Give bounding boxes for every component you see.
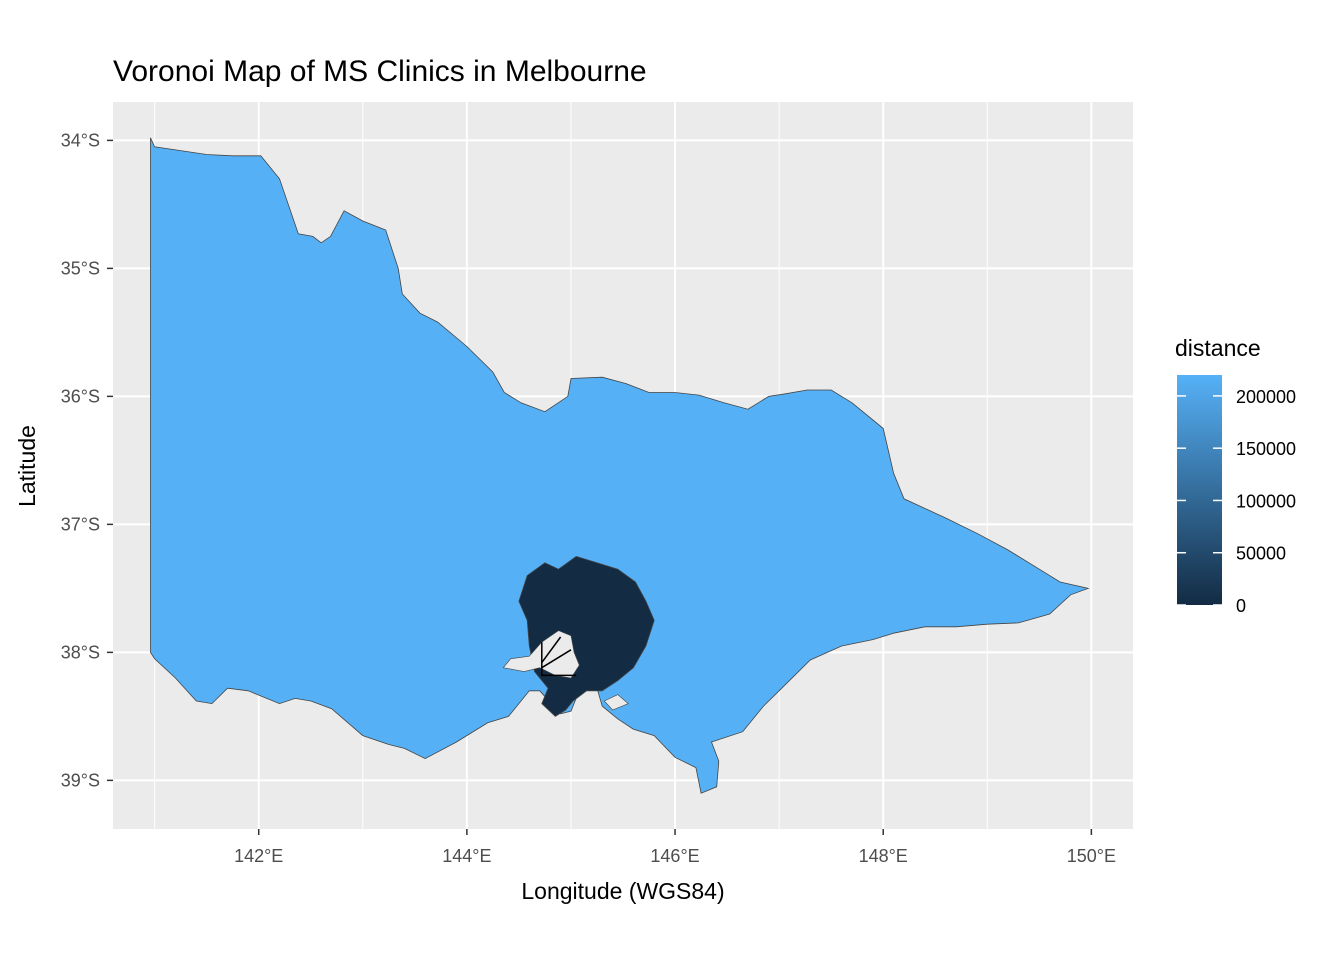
y-tick-label: 38°S bbox=[61, 642, 100, 662]
y-tick-label: 36°S bbox=[61, 386, 100, 406]
legend-break-label: 0 bbox=[1236, 596, 1246, 616]
x-tick-label: 148°E bbox=[859, 846, 908, 866]
y-tick-label: 37°S bbox=[61, 514, 100, 534]
y-tick-label: 34°S bbox=[61, 130, 100, 150]
voronoi-boundary bbox=[541, 636, 562, 664]
voronoi-boundary bbox=[541, 649, 572, 669]
legend-title: distance bbox=[1175, 335, 1261, 361]
voronoi-boundary bbox=[541, 642, 577, 677]
x-axis-ticks: 142°E 144°E 146°E 148°E 150°E bbox=[234, 829, 1116, 866]
x-axis-title: Longitude (WGS84) bbox=[521, 878, 724, 904]
legend-break-label: 200000 bbox=[1236, 387, 1296, 407]
y-tick-label: 35°S bbox=[61, 258, 100, 278]
voronoi-region bbox=[518, 555, 655, 717]
chart-title: Voronoi Map of MS Clinics in Melbourne bbox=[113, 55, 647, 88]
bay-water bbox=[603, 694, 629, 711]
x-tick-label: 144°E bbox=[442, 846, 491, 866]
voronoi-region bbox=[150, 137, 1090, 794]
legend-break-label: 50000 bbox=[1236, 544, 1286, 564]
legend: distance 200000 150000 100000 50000 0 bbox=[1175, 335, 1296, 616]
map-layer bbox=[150, 137, 1090, 794]
x-tick-label: 146°E bbox=[650, 846, 699, 866]
legend-break-label: 150000 bbox=[1236, 439, 1296, 459]
x-tick-label: 142°E bbox=[234, 846, 283, 866]
x-tick-label: 150°E bbox=[1067, 846, 1116, 866]
y-axis-title: Latitude bbox=[14, 425, 40, 507]
legend-colorbar bbox=[1177, 375, 1222, 605]
y-tick-label: 39°S bbox=[61, 770, 100, 790]
legend-break-label: 100000 bbox=[1236, 491, 1296, 511]
y-axis-ticks: 34°S 35°S 36°S 37°S 38°S 39°S bbox=[61, 130, 113, 790]
